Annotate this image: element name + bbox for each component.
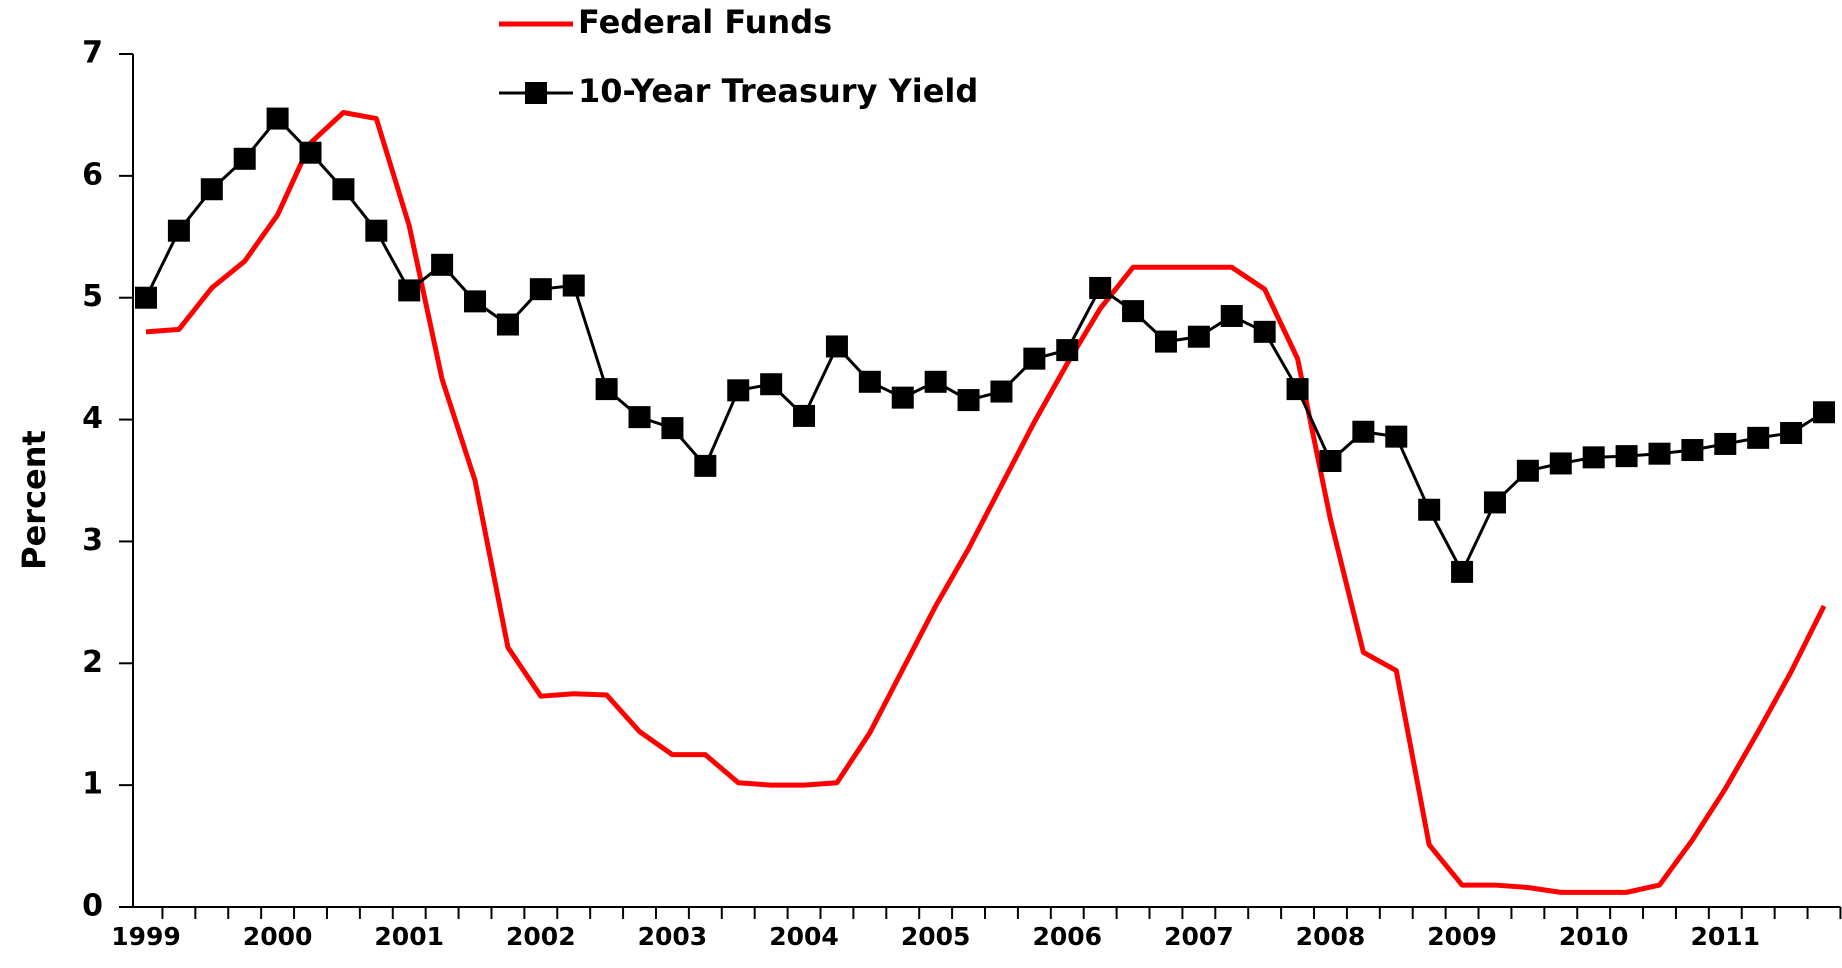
marker (1714, 432, 1737, 455)
marker (398, 279, 421, 302)
y-tick-label: 4 (82, 401, 103, 436)
marker (562, 274, 585, 297)
marker (1747, 426, 1770, 449)
marker (1089, 276, 1112, 299)
marker (595, 378, 618, 401)
x-tick-label: 2011 (1690, 922, 1760, 951)
marker (793, 404, 816, 427)
marker (496, 313, 519, 336)
marker (1253, 320, 1276, 343)
marker (1516, 459, 1539, 482)
marker (1681, 439, 1704, 462)
legend-label: Federal Funds (578, 3, 832, 41)
x-tick-label: 2007 (1164, 922, 1234, 951)
y-tick-label: 6 (82, 157, 103, 192)
marker (891, 386, 914, 409)
x-tick-label: 2003 (638, 922, 708, 951)
marker (1220, 304, 1243, 327)
x-tick-label: 2005 (901, 922, 971, 951)
x-tick-label: 2001 (374, 922, 444, 951)
marker (990, 380, 1013, 403)
legend-marker (525, 82, 547, 104)
x-tick-label: 2010 (1559, 922, 1629, 951)
marker (1023, 347, 1046, 370)
marker (1187, 325, 1210, 348)
marker (167, 219, 190, 242)
x-tick-label: 2002 (506, 922, 576, 951)
x-tick-label: 2006 (1032, 922, 1102, 951)
marker (365, 219, 388, 242)
series-line (144, 117, 1825, 574)
x-tick-label: 2008 (1296, 922, 1366, 951)
series-line (145, 109, 1827, 895)
y-tick-label: 7 (82, 36, 103, 71)
y-tick-label: 5 (82, 279, 103, 314)
marker (1122, 300, 1145, 323)
y-tick-label: 2 (82, 645, 103, 680)
marker (529, 278, 552, 301)
marker (266, 107, 289, 130)
y-tick-label: 1 (82, 767, 103, 802)
x-tick-label: 1999 (111, 922, 181, 951)
marker (1154, 330, 1177, 353)
marker (727, 379, 750, 402)
marker (200, 178, 223, 201)
marker (1549, 452, 1572, 475)
marker (1418, 498, 1441, 521)
marker (332, 178, 355, 201)
marker (1813, 401, 1835, 424)
x-tick-label: 2009 (1427, 922, 1497, 951)
marker (1286, 378, 1309, 401)
marker (1352, 420, 1375, 443)
marker (431, 253, 454, 276)
y-tick-label: 0 (82, 889, 103, 924)
y-tick-label: 3 (82, 523, 103, 558)
marker (233, 147, 256, 170)
marker (1451, 560, 1474, 583)
marker (1780, 421, 1803, 444)
marker (825, 335, 848, 358)
marker (299, 141, 322, 164)
marker (1319, 450, 1342, 473)
marker (760, 373, 783, 396)
marker (694, 454, 717, 477)
marker (135, 286, 157, 309)
x-tick-label: 2000 (243, 922, 313, 951)
marker (464, 290, 487, 313)
marker (1056, 339, 1079, 362)
marker (661, 417, 684, 440)
marker (1483, 491, 1506, 514)
marker (858, 370, 881, 393)
marker (1582, 446, 1605, 469)
legend-label: 10-Year Treasury Yield (578, 72, 978, 110)
marker (628, 406, 651, 429)
x-tick-label: 2004 (769, 922, 839, 951)
marker (1648, 442, 1671, 465)
marker (957, 389, 980, 412)
marker (1615, 445, 1638, 468)
marker (1385, 425, 1408, 448)
y-axis-label: Percent (15, 430, 53, 570)
marker (924, 370, 947, 393)
